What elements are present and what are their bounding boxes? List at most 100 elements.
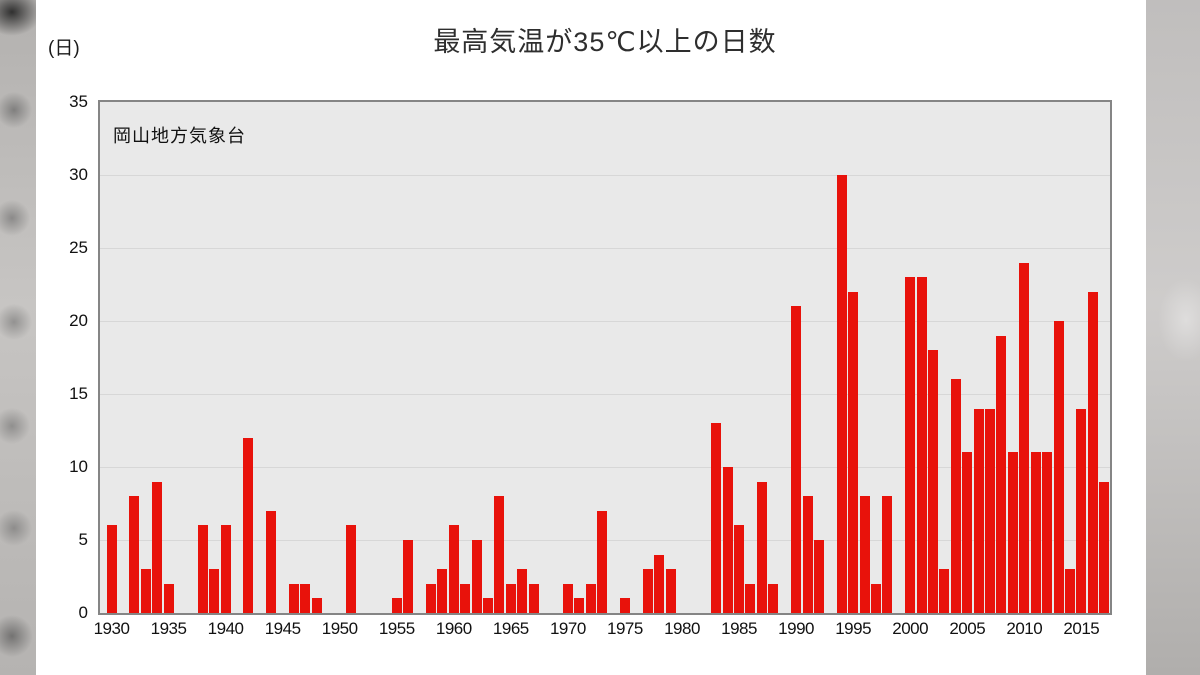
bar-1973 (597, 510, 608, 613)
bar-2004 (950, 379, 961, 613)
y-tick-label-30: 30 (69, 165, 88, 184)
x-tick-label-1950: 1950 (321, 619, 358, 638)
station-annotation: 岡山地方気象台 (113, 126, 246, 146)
bar-1970 (562, 583, 573, 613)
bar-1963 (483, 598, 494, 613)
bar-2016 (1087, 291, 1098, 613)
bar-2009 (1007, 452, 1018, 613)
x-tick-label-2015: 2015 (1063, 619, 1100, 638)
bar-1978 (654, 554, 665, 613)
bar-2001 (916, 277, 927, 613)
y-axis-unit-label: (日) (48, 38, 80, 59)
gridline-25 (100, 248, 1110, 249)
bar-2002 (928, 350, 939, 613)
x-tick-label-1985: 1985 (721, 619, 757, 638)
bar-1959 (437, 569, 448, 613)
bar-1934 (152, 481, 163, 613)
bar-1987 (756, 481, 767, 613)
bar-1972 (585, 583, 596, 613)
bar-1948 (311, 598, 322, 613)
gridline-30 (100, 175, 1110, 176)
bar-1990 (791, 306, 802, 613)
bar-1940 (220, 525, 231, 613)
bar-1977 (642, 569, 653, 613)
bar-2010 (1019, 262, 1030, 613)
bar-2015 (1076, 408, 1087, 613)
x-tick-label-1995: 1995 (835, 619, 872, 638)
y-tick-label-10: 10 (69, 457, 88, 476)
bar-1984 (722, 467, 733, 613)
y-tick-label-15: 15 (69, 384, 88, 403)
x-tick-label-2010: 2010 (1006, 619, 1043, 638)
bar-1964 (494, 496, 505, 613)
chart-card: (日) 最高気温が35℃以上の日数 岡山地方気象台 0 5 10 15 20 25 30 35… (36, 0, 1146, 675)
bar-2012 (1042, 452, 1053, 613)
x-tick-label-1960: 1960 (435, 619, 472, 638)
bar-1979 (665, 569, 676, 613)
chart-title: 最高気温が35℃以上の日数 (433, 27, 777, 57)
bar-1961 (460, 583, 471, 613)
bar-2011 (1030, 452, 1041, 613)
y-tick-label-5: 5 (78, 530, 88, 549)
background-blur-strip-right (1146, 0, 1200, 675)
bar-1986 (745, 583, 756, 613)
bar-1942 (243, 437, 254, 613)
bar-1933 (140, 569, 151, 613)
bar-2000 (905, 277, 916, 613)
x-tick-label-1935: 1935 (150, 619, 187, 638)
y-tick-label-35: 35 (69, 92, 88, 111)
gridline-10 (100, 467, 1110, 468)
gridline-15 (100, 394, 1110, 395)
bar-1946 (289, 583, 300, 613)
bar-1995 (848, 291, 859, 613)
x-tick-label-1940: 1940 (207, 619, 244, 638)
x-tick-label-1945: 1945 (264, 619, 301, 638)
bar-1991 (802, 496, 813, 613)
bar-1971 (574, 598, 585, 613)
x-tick-label-1975: 1975 (607, 619, 643, 638)
x-tick-label-1980: 1980 (664, 619, 700, 638)
bar-1966 (517, 569, 528, 613)
bar-1955 (391, 598, 402, 613)
x-tick-label-1955: 1955 (378, 619, 415, 638)
x-tick-label-1965: 1965 (492, 619, 529, 638)
bar-1996 (859, 496, 870, 613)
bar-1930 (106, 525, 117, 613)
bar-1998 (882, 496, 893, 613)
bar-1938 (197, 525, 208, 613)
bar-2008 (996, 335, 1007, 613)
x-tick-label-2005: 2005 (949, 619, 986, 638)
bar-2013 (1053, 321, 1064, 613)
bar-2014 (1064, 569, 1075, 613)
bar-1958 (425, 583, 436, 613)
x-tick-label-1990: 1990 (778, 619, 814, 638)
gridline-20 (100, 321, 1110, 322)
bar-1992 (813, 540, 824, 613)
bar-1932 (129, 496, 140, 613)
bar-1975 (619, 598, 630, 613)
bar-1944 (266, 510, 277, 613)
x-tick-label-1930: 1930 (93, 619, 130, 638)
bar-1985 (734, 525, 745, 613)
bar-1988 (768, 583, 779, 613)
y-tick-label-25: 25 (69, 238, 88, 257)
bar-2003 (939, 569, 950, 613)
bar-1956 (403, 540, 414, 613)
plot-area: 岡山地方気象台 (98, 100, 1112, 615)
bar-2006 (973, 408, 984, 613)
y-tick-label-0: 0 (78, 603, 88, 622)
bar-1965 (505, 583, 516, 613)
bar-2017 (1099, 481, 1110, 613)
bar-1939 (209, 569, 220, 613)
bar-1962 (471, 540, 482, 613)
bar-1960 (448, 525, 459, 613)
bar-1951 (346, 525, 357, 613)
bar-1983 (711, 423, 722, 613)
bar-1997 (870, 583, 881, 613)
bar-1967 (528, 583, 539, 613)
bar-2005 (962, 452, 973, 613)
bar-1994 (836, 175, 847, 613)
bar-1935 (163, 583, 174, 613)
y-tick-label-20: 20 (69, 311, 88, 330)
